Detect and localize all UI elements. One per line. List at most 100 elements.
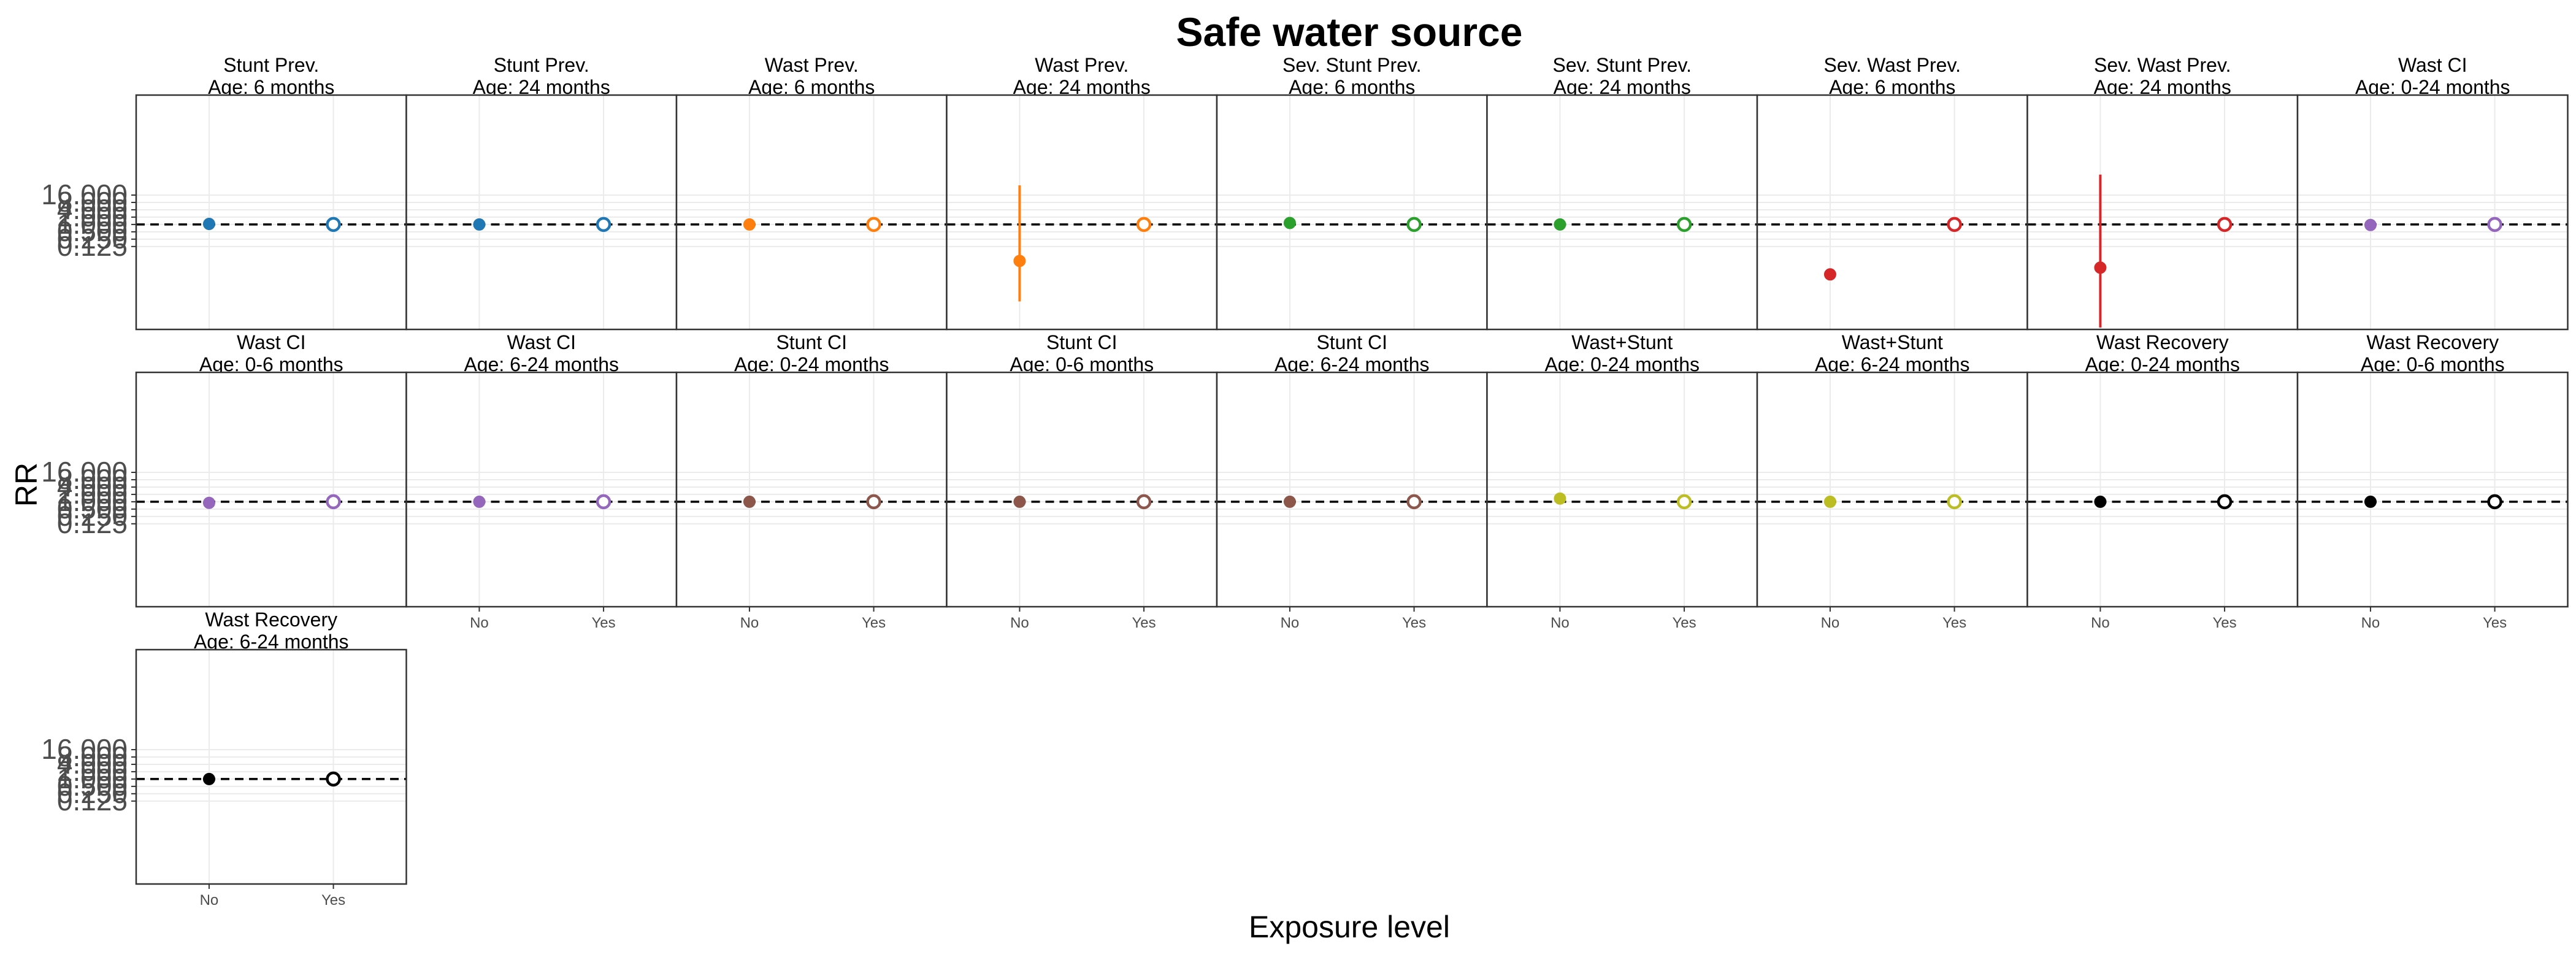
facet-strip-label: Wast Recovery: [2096, 331, 2229, 353]
point-yes: [1406, 494, 1422, 510]
panel-background: [1217, 95, 1487, 329]
x-tick-label: No: [2091, 615, 2110, 631]
point-no: [743, 218, 756, 231]
facet-strip-label: Wast Prev.: [765, 54, 859, 76]
panel-background: [2027, 95, 2298, 329]
point-yes: [596, 494, 611, 510]
panel-border: [2296, 371, 2569, 608]
facet-panel: Stunt Prev.Age: 6 months0.1250.2500.5001…: [41, 54, 407, 331]
point-yes: [1676, 217, 1692, 233]
y-tick-label: 1.000: [57, 208, 128, 240]
facet-panel: Sev. Wast Prev.Age: 24 months: [2026, 54, 2299, 331]
point-yes: [596, 217, 611, 233]
point-no: [1283, 217, 1296, 229]
point-no: [2094, 495, 2107, 508]
facet-strip-label: Stunt Prev.: [223, 54, 319, 76]
point-no: [1013, 495, 1026, 508]
point-no: [1554, 492, 1566, 505]
panel-background: [406, 372, 677, 607]
y-tick-label: 8.000: [57, 186, 128, 218]
panel-background: [1757, 95, 2028, 329]
panel-background: [946, 95, 1217, 329]
facet-panel: Wast Prev.Age: 24 months: [946, 54, 1218, 331]
panel-background: [136, 95, 407, 329]
facet-strip-label: Wast+Stunt: [1842, 331, 1943, 353]
y-tick-label: 0.125: [57, 785, 128, 817]
point-yes: [1676, 494, 1692, 510]
facet-panel: Wast Prev.Age: 6 months: [675, 54, 948, 331]
panel-background: [2027, 372, 2298, 607]
point-yes: [866, 217, 881, 233]
x-tick-label: No: [1821, 615, 1840, 631]
panel-background: [946, 372, 1217, 607]
facet-strip-label: Wast Prev.: [1035, 54, 1129, 76]
point-no: [473, 495, 486, 508]
y-tick-label: 2.000: [57, 201, 128, 233]
x-tick-label: No: [740, 615, 759, 631]
point-no: [1013, 255, 1026, 267]
facet-strip-label: Wast+Stunt: [1571, 331, 1673, 353]
y-tick-label: 0.125: [57, 507, 128, 539]
point-yes: [2217, 494, 2233, 510]
x-axis-label: Exposure level: [1249, 910, 1450, 944]
y-axis-label: RR: [9, 463, 44, 507]
x-tick-label: Yes: [591, 615, 615, 631]
panel-border: [2296, 94, 2569, 331]
x-tick-label: No: [200, 892, 219, 909]
facet-panel: Sev. Wast Prev.Age: 6 months: [1756, 54, 2028, 331]
y-tick-label: 4.000: [57, 748, 128, 780]
y-tick-label: 4.000: [57, 193, 128, 225]
point-no: [202, 772, 215, 785]
point-no: [2364, 495, 2377, 508]
point-no: [202, 218, 215, 231]
y-tick-label: 2.000: [57, 755, 128, 787]
panel-background: [677, 95, 947, 329]
facet-strip-label: Stunt CI: [776, 331, 847, 353]
point-no: [1823, 268, 1836, 281]
point-yes: [1947, 494, 1962, 510]
x-tick-label: No: [470, 615, 489, 631]
panel-background: [2298, 372, 2568, 607]
point-no: [2364, 218, 2377, 231]
point-no: [1554, 218, 1566, 231]
facet-panel: Sev. Stunt Prev.Age: 24 months: [1486, 54, 1758, 331]
x-tick-label: Yes: [321, 892, 345, 909]
x-tick-label: No: [1551, 615, 1570, 631]
panel-background: [677, 372, 947, 607]
x-tick-label: Yes: [1402, 615, 1426, 631]
point-no: [202, 496, 215, 509]
panel-background: [1487, 372, 1757, 607]
y-tick-label: 0.250: [57, 500, 128, 532]
point-yes: [2487, 494, 2502, 510]
x-tick-label: No: [1281, 615, 1300, 631]
x-tick-label: No: [2361, 615, 2380, 631]
panel-background: [2298, 95, 2568, 329]
x-tick-label: Yes: [1672, 615, 1696, 631]
facet-strip-label: Wast Recovery: [205, 609, 337, 631]
y-tick-label: 2.000: [57, 478, 128, 510]
point-no: [1283, 495, 1296, 508]
panel-background: [1487, 95, 1757, 329]
y-tick-label: 16.000: [41, 456, 128, 488]
x-tick-label: Yes: [2483, 615, 2507, 631]
y-tick-label: 0.500: [57, 493, 128, 525]
y-tick-label: 1.000: [57, 763, 128, 794]
point-yes: [326, 771, 341, 787]
point-yes: [1406, 217, 1422, 233]
y-tick-label: 0.125: [57, 230, 128, 262]
panel-background: [1217, 372, 1487, 607]
point-yes: [1136, 217, 1152, 233]
y-tick-label: 0.500: [57, 215, 128, 247]
x-tick-label: Yes: [2212, 615, 2236, 631]
x-tick-label: Yes: [1132, 615, 1156, 631]
facet-strip-label: Sev. Stunt Prev.: [1282, 54, 1421, 76]
y-tick-label: 16.000: [41, 179, 128, 210]
